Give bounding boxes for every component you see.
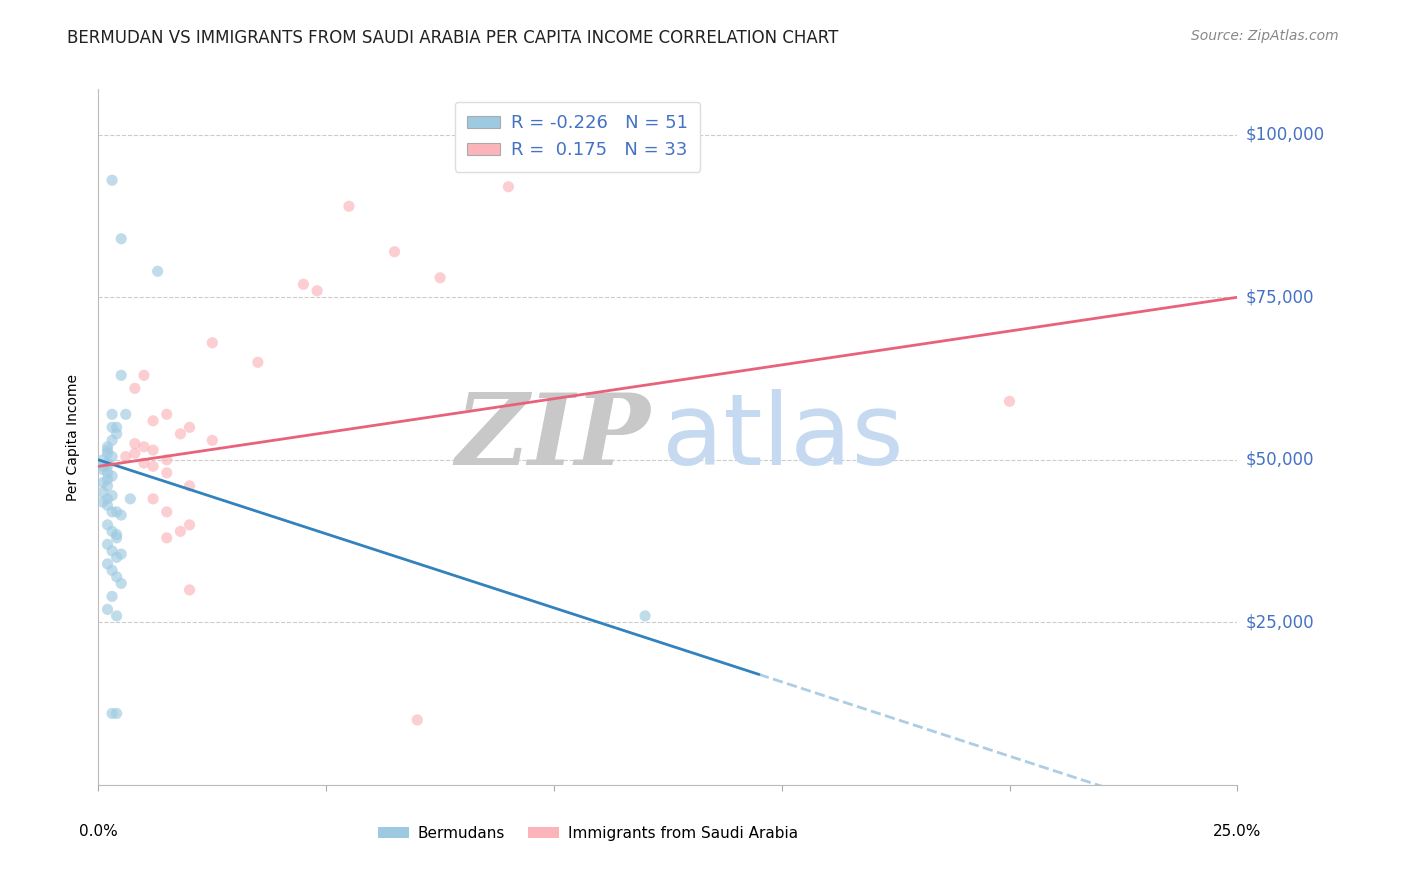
Text: atlas: atlas bbox=[662, 389, 904, 485]
Point bbox=[246, 355, 269, 369]
Point bbox=[96, 517, 118, 532]
Point bbox=[96, 440, 118, 454]
Point bbox=[101, 524, 124, 539]
Point bbox=[101, 420, 124, 434]
Point bbox=[96, 466, 118, 480]
Text: $25,000: $25,000 bbox=[1246, 614, 1315, 632]
Point bbox=[179, 582, 201, 597]
Point bbox=[384, 244, 406, 259]
Text: $100,000: $100,000 bbox=[1246, 126, 1324, 144]
Point bbox=[307, 284, 329, 298]
Text: 25.0%: 25.0% bbox=[1213, 824, 1261, 838]
Point bbox=[142, 459, 165, 474]
Point bbox=[91, 475, 114, 490]
Point bbox=[998, 394, 1021, 409]
Text: Source: ZipAtlas.com: Source: ZipAtlas.com bbox=[1191, 29, 1339, 43]
Point bbox=[101, 450, 124, 464]
Point bbox=[156, 531, 179, 545]
Point bbox=[101, 563, 124, 577]
Point bbox=[91, 485, 114, 500]
Point bbox=[96, 491, 118, 506]
Point bbox=[96, 456, 118, 470]
Point bbox=[156, 453, 179, 467]
Point bbox=[96, 479, 118, 493]
Point bbox=[110, 368, 132, 383]
Point bbox=[132, 368, 155, 383]
Point bbox=[101, 407, 124, 421]
Text: $75,000: $75,000 bbox=[1246, 288, 1315, 306]
Point bbox=[105, 706, 128, 721]
Text: $50,000: $50,000 bbox=[1246, 450, 1315, 469]
Point bbox=[124, 436, 146, 450]
Point bbox=[96, 472, 118, 486]
Point bbox=[110, 547, 132, 561]
Point bbox=[105, 550, 128, 565]
Point bbox=[105, 570, 128, 584]
Point bbox=[96, 499, 118, 513]
Point bbox=[101, 469, 124, 483]
Point bbox=[142, 443, 165, 458]
Point bbox=[101, 544, 124, 558]
Point bbox=[96, 443, 118, 458]
Point bbox=[96, 446, 118, 460]
Point bbox=[105, 531, 128, 545]
Point bbox=[110, 508, 132, 522]
Point bbox=[406, 713, 429, 727]
Point bbox=[132, 440, 155, 454]
Point bbox=[156, 466, 179, 480]
Point bbox=[105, 505, 128, 519]
Text: 0.0%: 0.0% bbox=[79, 824, 118, 838]
Point bbox=[105, 608, 128, 623]
Point bbox=[91, 459, 114, 474]
Point bbox=[101, 489, 124, 503]
Point bbox=[91, 495, 114, 509]
Point bbox=[105, 426, 128, 441]
Point bbox=[105, 420, 128, 434]
Point bbox=[114, 407, 136, 421]
Point bbox=[105, 527, 128, 541]
Text: BERMUDAN VS IMMIGRANTS FROM SAUDI ARABIA PER CAPITA INCOME CORRELATION CHART: BERMUDAN VS IMMIGRANTS FROM SAUDI ARABIA… bbox=[67, 29, 839, 46]
Point bbox=[179, 420, 201, 434]
Point bbox=[101, 505, 124, 519]
Point bbox=[96, 459, 118, 474]
Point bbox=[110, 232, 132, 246]
Point bbox=[101, 706, 124, 721]
Point bbox=[169, 524, 191, 539]
Point bbox=[201, 335, 224, 350]
Point bbox=[101, 173, 124, 187]
Point bbox=[114, 450, 136, 464]
Point bbox=[96, 602, 118, 616]
Point bbox=[156, 407, 179, 421]
Point bbox=[124, 446, 146, 460]
Point bbox=[179, 517, 201, 532]
Point bbox=[124, 381, 146, 395]
Y-axis label: Per Capita Income: Per Capita Income bbox=[66, 374, 80, 500]
Point bbox=[634, 608, 657, 623]
Point bbox=[142, 491, 165, 506]
Point bbox=[101, 590, 124, 604]
Text: ZIP: ZIP bbox=[456, 389, 651, 485]
Point bbox=[429, 270, 451, 285]
Point bbox=[146, 264, 169, 278]
Point bbox=[337, 199, 360, 213]
Legend: Bermudans, Immigrants from Saudi Arabia: Bermudans, Immigrants from Saudi Arabia bbox=[373, 820, 804, 847]
Point bbox=[101, 434, 124, 448]
Point bbox=[169, 426, 191, 441]
Point bbox=[498, 179, 520, 194]
Point bbox=[91, 453, 114, 467]
Point bbox=[96, 557, 118, 571]
Point bbox=[156, 505, 179, 519]
Point bbox=[110, 576, 132, 591]
Point bbox=[96, 537, 118, 551]
Point bbox=[91, 462, 114, 476]
Point bbox=[179, 479, 201, 493]
Point bbox=[132, 456, 155, 470]
Point bbox=[142, 414, 165, 428]
Point bbox=[120, 491, 142, 506]
Point bbox=[292, 277, 315, 292]
Point bbox=[201, 434, 224, 448]
